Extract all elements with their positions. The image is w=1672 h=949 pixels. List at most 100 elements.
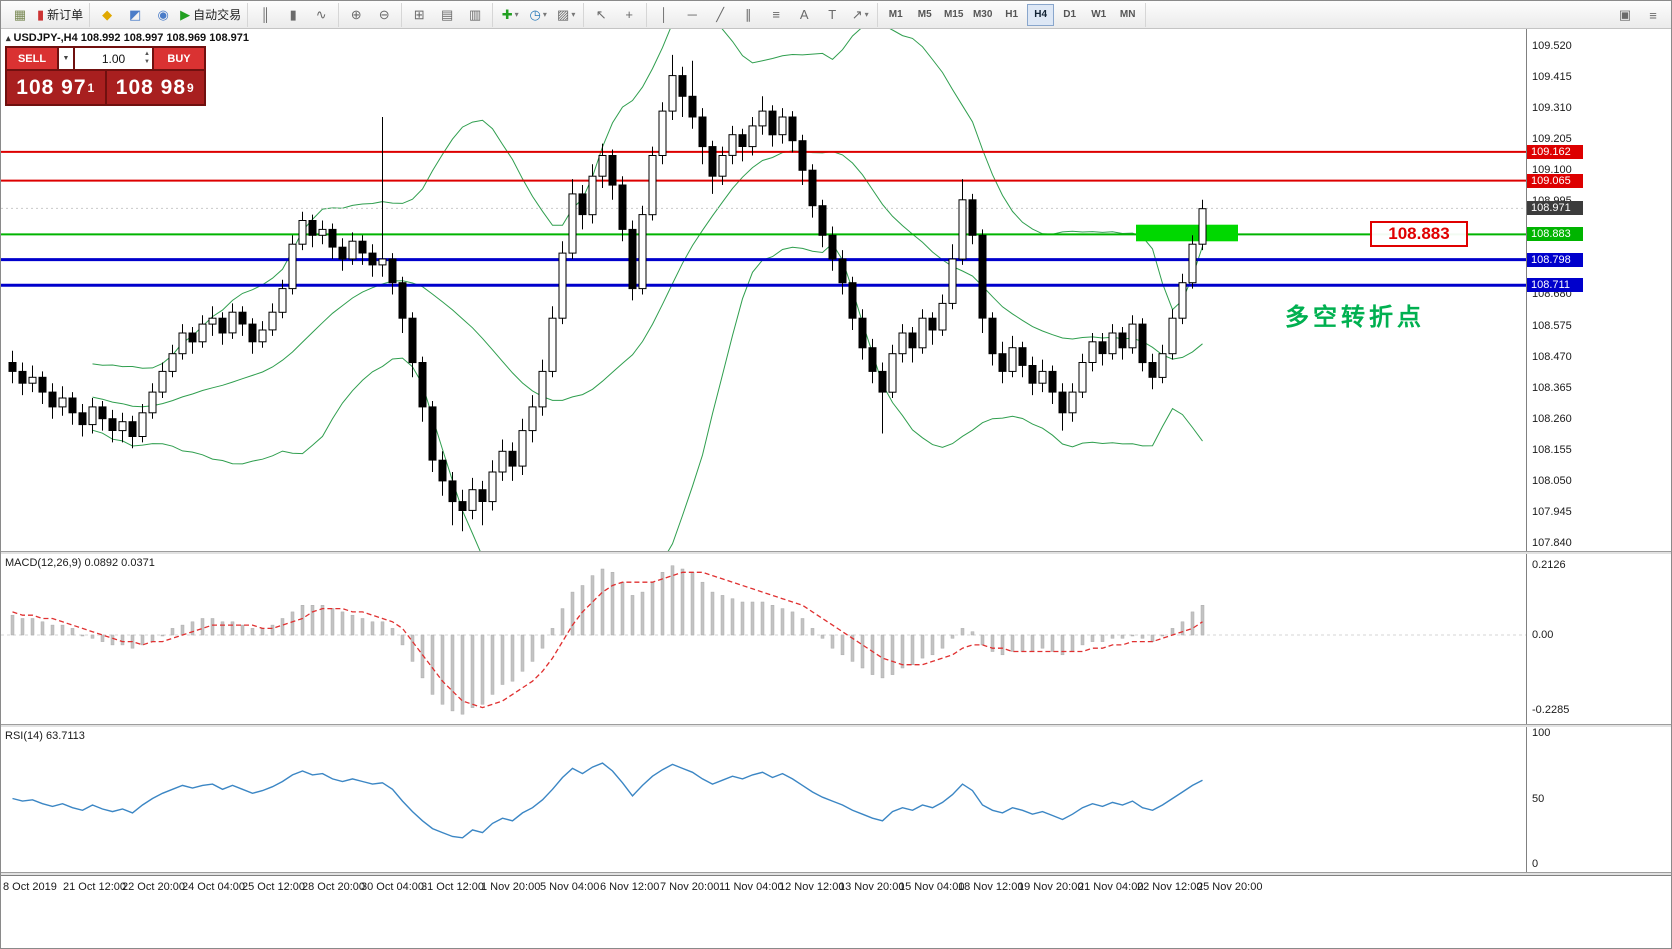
auto-trading-button[interactable]: ▶ 自动交易	[177, 3, 244, 27]
timeframe-button-MN[interactable]: MN	[1119, 9, 1136, 20]
indicators-button[interactable]: ✚ ▾	[496, 3, 524, 27]
time-axis-label: 21 Nov 04:00	[1078, 881, 1144, 893]
timeframe-button-H4[interactable]: H4	[1027, 3, 1055, 26]
main-chart-panel[interactable]: ▴ USDJPY-,H4 108.992 108.997 108.969 108.…	[1, 29, 1526, 551]
sell-button[interactable]: SELL	[7, 48, 57, 69]
level-callout: 108.883	[1370, 221, 1468, 247]
time-axis-label: 22 Nov 12:00	[1137, 881, 1203, 893]
navigator-button[interactable]: ◩	[121, 3, 149, 27]
price-axis-tick: 108.470	[1532, 351, 1572, 363]
trendline-icon: ╱	[716, 6, 725, 22]
tile-windows-button[interactable]: ⊞	[405, 3, 433, 27]
toolbar-group: ✚ ▾ ◷ ▾ ▨ ▾	[493, 2, 585, 27]
time-axis-label: 28 Oct 20:00	[302, 881, 365, 893]
price-axis-tick: 109.415	[1532, 71, 1572, 83]
time-axis-label: 21 Oct 12:00	[63, 881, 126, 893]
new-order-icon: ▮	[37, 6, 45, 22]
time-axis[interactable]: 8 Oct 2019 21 Oct 12:00 22 Oct 20:00 24 Oct…	[1, 875, 1671, 900]
price-axis-tick: 108.365	[1532, 382, 1572, 394]
panel-splitter[interactable]	[1, 872, 1671, 875]
rsi-canvas[interactable]	[1, 727, 1526, 872]
panel-splitter[interactable]	[1, 551, 1671, 554]
candlestick-chart-icon: ▮	[289, 6, 297, 22]
trendline-button[interactable]: ╱	[706, 3, 734, 27]
label-button[interactable]: T	[818, 3, 846, 27]
sell-price-button[interactable]: 108 97 1	[7, 71, 105, 104]
chevron-down-icon: ▾	[542, 10, 547, 19]
macd-axis-tick: 0.00	[1532, 629, 1554, 641]
rsi-axis-tick: 0	[1532, 858, 1539, 870]
arrows-icon: ↗	[851, 6, 863, 22]
line-chart-button[interactable]: ∿	[307, 3, 335, 27]
chart-legend: ▴ USDJPY-,H4 108.992 108.997 108.969 108.…	[6, 32, 249, 44]
candlestick-chart-button[interactable]: ▮	[279, 3, 307, 27]
zoom-in-button[interactable]: ⊕	[342, 3, 370, 27]
price-axis-tick: 109.100	[1532, 164, 1572, 176]
time-axis-label: 30 Oct 04:00	[361, 881, 424, 893]
new-order-button[interactable]: ▮ 新订单	[34, 3, 86, 27]
order-type-dropdown[interactable]: ▼	[59, 48, 73, 69]
rsi-panel[interactable]: RSI(14) 63.7113	[1, 727, 1526, 872]
timeframe-button-D1[interactable]: D1	[1063, 9, 1077, 20]
terminal-button[interactable]: ◉	[149, 3, 177, 27]
chevron-down-icon: ▾	[571, 10, 576, 19]
templates-button[interactable]: ▨ ▾	[552, 3, 580, 27]
navigator-icon: ◩	[129, 6, 142, 22]
macd-panel[interactable]: MACD(12,26,9) 0.0892 0.0371	[1, 554, 1526, 724]
search-button[interactable]: ≡	[1649, 7, 1657, 23]
timeframe-button-M1[interactable]: M1	[888, 9, 903, 20]
timeframe-button-W1[interactable]: W1	[1091, 9, 1107, 20]
timeframe-button-H1[interactable]: H1	[1005, 9, 1019, 20]
price-chart-canvas[interactable]	[1, 29, 1526, 551]
templates-icon: ▨	[557, 6, 570, 22]
cursor-button[interactable]: ↖	[587, 3, 615, 27]
price-axis-tick: 108.050	[1532, 475, 1572, 487]
market-watch-button[interactable]: ◆	[93, 3, 121, 27]
toolbar-group: ⊞ ▤ ▥	[402, 2, 494, 27]
channel-button[interactable]: ∥	[734, 3, 762, 27]
arrange-horizontal-button[interactable]: ▤	[433, 3, 461, 27]
buy-price-button[interactable]: 108 98 9	[106, 71, 204, 104]
fibonacci-button[interactable]: ≡	[762, 3, 790, 27]
macd-axis-tick: -0.2285	[1532, 704, 1570, 716]
arrange-vertical-button[interactable]: ▥	[461, 3, 489, 27]
periods-button[interactable]: ◷ ▾	[524, 3, 552, 27]
buy-button[interactable]: BUY	[154, 48, 204, 69]
horizontal-line-icon: ─	[687, 7, 697, 22]
price-level-tag: 108.711	[1527, 278, 1583, 292]
rsi-axis[interactable]: 100 50 0	[1526, 727, 1671, 872]
price-axis-tick: 109.520	[1532, 40, 1572, 52]
buy-price-value: 108 98	[115, 75, 187, 99]
time-axis-label: 6 Nov 12:00	[600, 881, 660, 893]
timeframe-button-M15[interactable]: M15	[943, 9, 964, 20]
timeframe-button-M5[interactable]: M5	[917, 9, 932, 20]
timeframe-button-M30[interactable]: M30	[972, 9, 993, 20]
new-chart-button[interactable]: ▦	[6, 3, 34, 27]
volume-input[interactable]: 1.00 ▲ ▼	[75, 48, 152, 69]
tile-windows-icon: ⊞	[413, 6, 425, 22]
arrows-button[interactable]: ↗ ▾	[846, 3, 874, 27]
text-button[interactable]: A	[790, 3, 818, 27]
vertical-line-button[interactable]: │	[650, 3, 678, 27]
price-level-tag: 108.883	[1527, 227, 1583, 241]
macd-axis[interactable]: 0.2126 0.00 -0.2285	[1526, 554, 1671, 724]
price-level-tag: 108.971	[1527, 201, 1583, 215]
time-axis-label: 1 Nov 20:00	[481, 881, 541, 893]
docking-button[interactable]: ▣	[1618, 7, 1632, 22]
indicators-icon: ✚	[501, 6, 513, 22]
price-axis[interactable]: 109.520 109.415 109.310 109.205 109.100 108.9…	[1526, 29, 1671, 551]
time-axis-label: 22 Oct 20:00	[122, 881, 185, 893]
crosshair-button[interactable]: +	[615, 3, 643, 27]
bar-chart-button[interactable]: ║	[251, 3, 279, 27]
turning-point-annotation: 多空转折点	[1285, 304, 1425, 331]
panel-splitter[interactable]	[1, 724, 1671, 727]
macd-canvas[interactable]	[1, 554, 1526, 724]
volume-stepper[interactable]: ▲ ▼	[144, 51, 150, 65]
time-axis-label: 19 Nov 20:00	[1018, 881, 1084, 893]
horizontal-line-button[interactable]: ─	[678, 3, 706, 27]
time-axis-label: 31 Oct 12:00	[421, 881, 484, 893]
zoom-out-button[interactable]: ⊖	[370, 3, 398, 27]
new-order-button-label: 新订单	[47, 8, 84, 22]
bar-chart-icon: ║	[260, 7, 270, 22]
